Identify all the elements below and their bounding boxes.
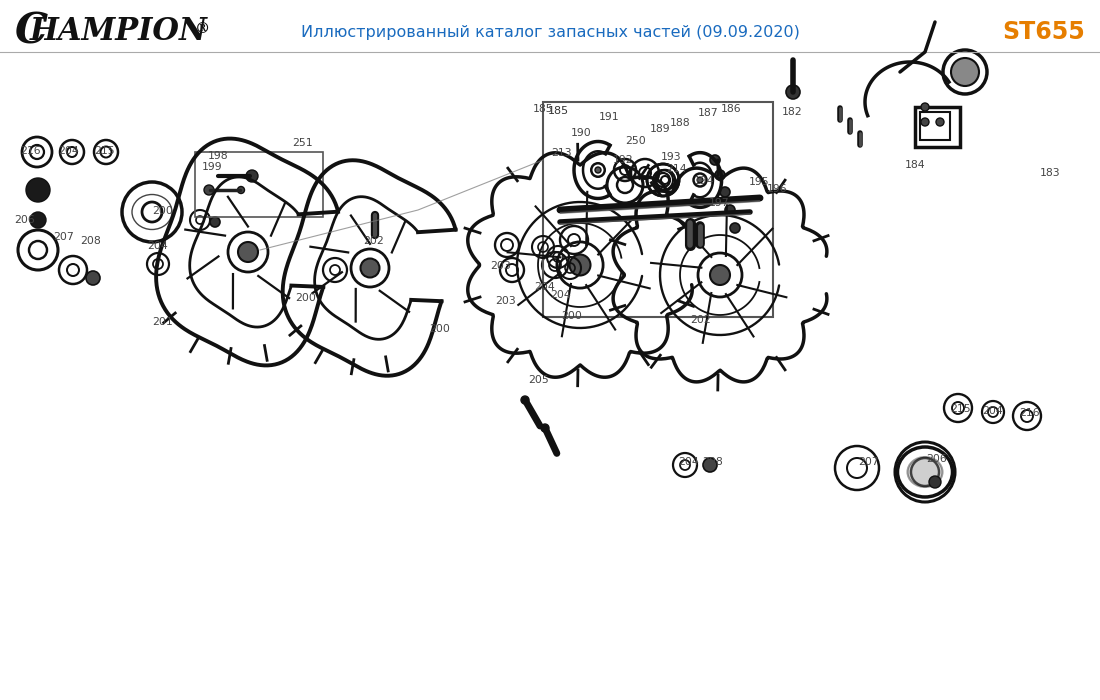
Circle shape [730, 223, 740, 233]
Ellipse shape [908, 457, 943, 487]
Text: 251: 251 [293, 139, 312, 148]
Text: 204: 204 [982, 406, 1002, 416]
Text: 206: 206 [926, 454, 946, 463]
Text: 183: 183 [1041, 168, 1060, 178]
Circle shape [595, 167, 601, 173]
Text: 206: 206 [14, 216, 34, 225]
Text: 195: 195 [749, 177, 769, 187]
Text: ST655: ST655 [1002, 20, 1085, 44]
Text: 191: 191 [600, 112, 619, 122]
Text: 214: 214 [667, 164, 686, 174]
Text: 187: 187 [698, 108, 718, 118]
Bar [195, 152, 323, 217]
Circle shape [786, 85, 800, 99]
Text: 185: 185 [548, 106, 569, 116]
Text: 200: 200 [430, 324, 450, 334]
Text: 216: 216 [21, 146, 41, 155]
Text: 215: 215 [95, 146, 114, 155]
Text: 204: 204 [147, 241, 167, 251]
Circle shape [725, 205, 735, 215]
Text: 189: 189 [650, 125, 670, 134]
Circle shape [204, 185, 214, 195]
Text: 198: 198 [208, 151, 228, 161]
Circle shape [570, 255, 591, 276]
Text: 193: 193 [661, 153, 681, 162]
Text: ®: ® [195, 22, 210, 36]
Circle shape [86, 271, 100, 285]
Text: 208: 208 [80, 237, 100, 246]
Bar [543, 102, 773, 317]
Circle shape [930, 476, 940, 488]
Circle shape [952, 58, 979, 86]
Circle shape [30, 212, 46, 228]
Text: 203: 203 [496, 296, 516, 306]
Text: 204: 204 [679, 457, 699, 467]
Text: 208: 208 [703, 457, 723, 467]
Text: 207: 207 [54, 232, 74, 242]
Circle shape [246, 170, 258, 182]
Text: 200: 200 [562, 312, 582, 321]
Text: 190: 190 [571, 128, 591, 138]
Text: 202: 202 [691, 315, 711, 325]
Circle shape [921, 103, 929, 111]
Circle shape [521, 396, 529, 404]
Text: 213: 213 [551, 148, 571, 158]
Text: 207: 207 [859, 457, 879, 467]
Text: 204: 204 [551, 290, 571, 300]
Text: 182: 182 [782, 107, 802, 117]
Circle shape [921, 118, 929, 126]
Text: 192: 192 [613, 155, 632, 164]
Text: 205: 205 [529, 375, 549, 385]
Circle shape [936, 118, 944, 126]
Circle shape [361, 258, 379, 277]
Text: 200: 200 [153, 206, 173, 216]
Text: 184: 184 [905, 160, 925, 169]
Text: 201: 201 [153, 317, 173, 327]
Circle shape [697, 177, 703, 183]
Text: 203: 203 [491, 261, 510, 271]
Text: 204: 204 [535, 282, 554, 292]
Text: 188: 188 [670, 118, 690, 127]
Text: 199: 199 [202, 162, 222, 172]
Circle shape [715, 170, 725, 180]
Text: Иллюстрированный каталог запасных частей (09.09.2020): Иллюстрированный каталог запасных частей… [300, 25, 800, 39]
Text: 186: 186 [722, 104, 741, 113]
Circle shape [710, 155, 720, 165]
Text: 185: 185 [534, 104, 553, 113]
Circle shape [238, 186, 244, 193]
Text: 196: 196 [767, 184, 786, 194]
Text: C: C [15, 11, 48, 53]
Circle shape [710, 265, 730, 285]
Circle shape [703, 458, 717, 472]
Circle shape [541, 424, 549, 432]
Bar [915, 107, 960, 147]
Text: 194: 194 [694, 176, 714, 186]
Text: 204: 204 [58, 146, 78, 155]
Circle shape [26, 178, 50, 202]
Text: 216: 216 [1020, 408, 1040, 418]
Text: 215: 215 [950, 404, 970, 414]
Bar [920, 112, 950, 140]
Text: 250: 250 [626, 136, 646, 146]
Text: HAMPION: HAMPION [30, 17, 208, 48]
Circle shape [238, 242, 258, 262]
Text: 202: 202 [364, 237, 384, 246]
Text: 200: 200 [296, 293, 316, 302]
Circle shape [210, 217, 220, 227]
Circle shape [720, 187, 730, 197]
Text: 197: 197 [710, 198, 729, 208]
